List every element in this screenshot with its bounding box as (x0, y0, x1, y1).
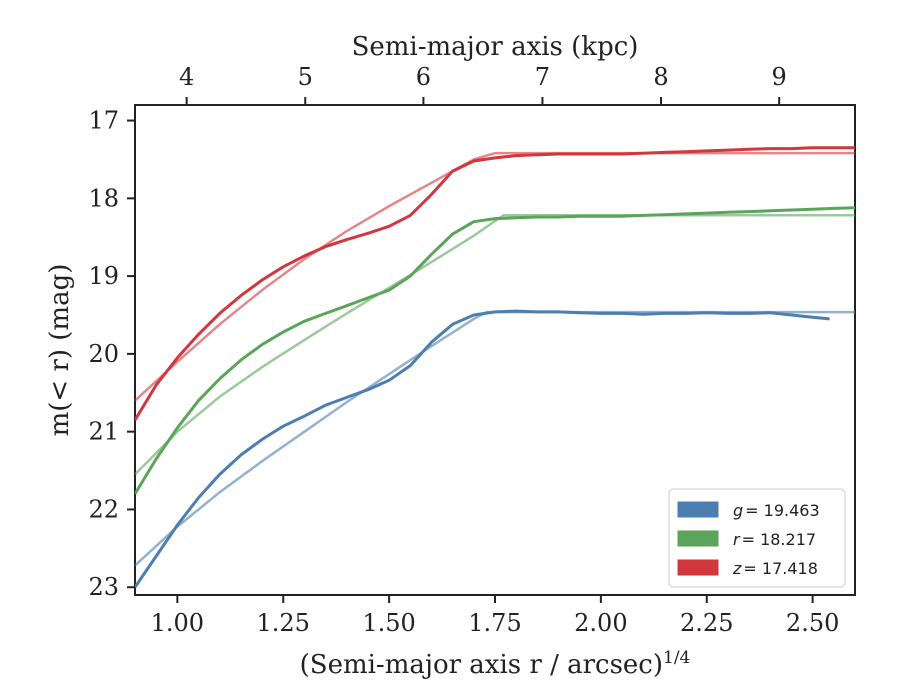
bottom-x-axis-label-text: (Semi-major axis r / arcsec) (300, 650, 663, 680)
profile-line-z (135, 146, 855, 421)
y-tick-label: 23 (88, 573, 119, 601)
x-bottom-tick-label: 1.25 (257, 609, 310, 637)
legend-var: r (733, 530, 741, 549)
y-tick-label: 20 (88, 340, 119, 368)
x-bottom-tick-label: 1.75 (468, 609, 521, 637)
x-bottom-tick-label: 2.25 (680, 609, 733, 637)
x-top-tick-label: 8 (653, 63, 668, 91)
legend-label-z: z = 17.418 (732, 559, 818, 578)
x-top-tick-label: 7 (535, 63, 550, 91)
x-top-tick-label: 5 (298, 63, 313, 91)
y-axis-label: m(< r) (mag) (45, 264, 75, 437)
profile-line-g (135, 309, 830, 589)
legend-var: g (733, 501, 743, 520)
x-bottom-tick-label: 1.50 (362, 609, 415, 637)
legend-swatch-r (677, 530, 719, 547)
legend-value: = 17.418 (743, 559, 817, 578)
x-bottom-tick-label: 1.00 (151, 609, 204, 637)
fit-line-r (135, 213, 855, 476)
top-x-axis-label: Semi-major axis (kpc) (352, 32, 639, 62)
x-bottom-tick-label: 2.50 (786, 609, 839, 637)
legend-value: = 18.217 (742, 530, 816, 549)
legend-var: z (732, 559, 742, 578)
series-layer (135, 146, 855, 589)
y-tick-label: 22 (88, 495, 119, 523)
legend-label-g: g = 19.463 (733, 501, 820, 520)
x-top-tick-label: 4 (179, 63, 194, 91)
x-top-tick-label: 6 (416, 63, 431, 91)
legend-label-r: r = 18.217 (733, 530, 816, 549)
fit-line-g (135, 310, 855, 567)
y-tick-label: 17 (88, 107, 119, 135)
y-tick-label: 19 (88, 262, 119, 290)
y-tick-label: 18 (88, 184, 119, 212)
legend-swatch-z (677, 559, 719, 576)
fit-line-z (135, 151, 855, 402)
axes-layer: 1.00 1.25 1.50 1.75 2.00 2.25 2.50 4 5 6 7 8 9 17 18 19… (88, 63, 839, 637)
x-bottom-tick-label: 2.00 (574, 609, 627, 637)
bottom-x-axis-label-exponent: 1/4 (663, 648, 690, 668)
bottom-x-axis-label: (Semi-major axis r / arcsec)1/4 (300, 648, 691, 680)
profile-line-r (135, 206, 855, 495)
legend-swatch-g (677, 501, 719, 518)
y-tick-label: 21 (88, 418, 119, 446)
x-top-tick-label: 9 (772, 63, 787, 91)
legend-value: = 19.463 (745, 501, 819, 520)
